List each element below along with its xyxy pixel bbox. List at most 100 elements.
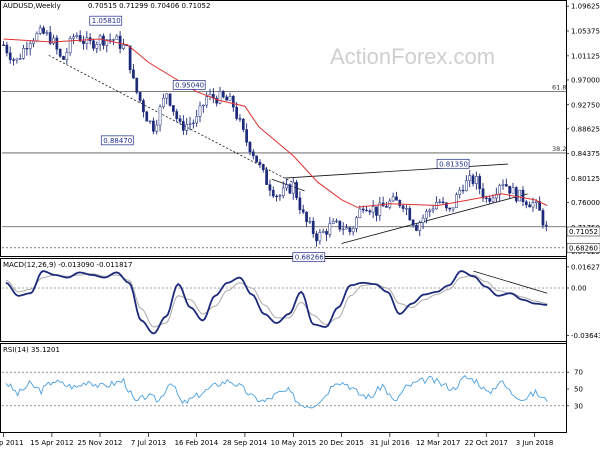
candle-body: [142, 100, 145, 113]
candle-body: [328, 223, 332, 235]
candle-body: [201, 104, 205, 107]
candle-body: [345, 227, 348, 230]
macd-trendline: [473, 270, 548, 294]
x-tick-label: 7 Jul 2013: [131, 439, 166, 447]
candle-body: [8, 52, 12, 60]
candle-body: [182, 121, 185, 131]
macd-tick-label: 0.00: [571, 285, 587, 293]
candle-body: [158, 106, 162, 126]
candle-body: [188, 123, 192, 125]
candle-body: [48, 32, 52, 44]
trendline: [341, 193, 528, 244]
candle-body: [311, 221, 315, 235]
candle-body: [2, 44, 5, 46]
candle-body: [341, 228, 345, 231]
candle-body: [245, 129, 248, 143]
candle-body: [5, 44, 9, 54]
candle-body: [544, 224, 548, 227]
candle-body: [135, 77, 139, 93]
price-mark-box: [172, 80, 206, 90]
candle-body: [172, 105, 175, 112]
candle-body: [198, 105, 202, 117]
x-tick-label: 20 Dec 2015: [319, 439, 364, 447]
candle-body: [511, 187, 515, 194]
candle-body: [295, 182, 298, 199]
candle-body: [98, 35, 102, 45]
macd-signal-line: [5, 273, 548, 328]
candle-body: [325, 231, 328, 235]
candle-body: [508, 185, 512, 194]
candle-body: [28, 43, 32, 50]
candle-body: [445, 202, 448, 209]
macd-panel-frame: [0, 258, 567, 342]
candle-body: [315, 233, 318, 242]
candle-body: [168, 93, 172, 106]
candle-body: [491, 197, 495, 202]
candle-body: [415, 224, 418, 231]
candle-body: [411, 219, 415, 226]
candle-body: [152, 120, 155, 132]
rsi-tick-label: 70: [574, 369, 583, 377]
candle-body: [421, 217, 425, 223]
price-mark-box: [89, 15, 123, 26]
candle-body: [281, 187, 285, 196]
candle-body: [321, 231, 325, 233]
candle-body: [258, 161, 262, 165]
x-tick-label: 22 Oct 2017: [465, 439, 508, 447]
candle-body: [128, 45, 132, 71]
candle-body: [261, 164, 265, 170]
price-panel-title: AUDUSD,Weekly: [3, 2, 61, 10]
candle-body: [218, 91, 222, 104]
candle-body: [471, 175, 475, 184]
candle-body: [524, 201, 528, 206]
candle-body: [65, 52, 69, 60]
candle-body: [398, 200, 402, 207]
candle-body: [378, 202, 382, 216]
price-mark-box: [436, 158, 470, 169]
candle-body: [501, 184, 505, 186]
candle-body: [231, 96, 235, 108]
sma-line: [3, 38, 548, 208]
candle-body: [105, 39, 109, 46]
price-tick-label: 1.01125: [571, 52, 600, 60]
candle-body: [335, 220, 338, 223]
price-mark-box: [100, 135, 134, 146]
candle-body: [455, 194, 458, 208]
candle-body: [371, 206, 375, 213]
candle-body: [162, 97, 165, 107]
price-mark-label: 0.68266: [295, 254, 324, 262]
candle-body: [385, 205, 388, 208]
candle-body: [278, 195, 282, 197]
candle-body: [534, 201, 538, 203]
candle-body: [348, 227, 352, 233]
x-tick-label: 16 Feb 2014: [175, 439, 219, 447]
candle-body: [481, 188, 485, 199]
rsi-tick-label: 50: [574, 386, 583, 394]
candle-body: [368, 210, 372, 213]
candle-body: [195, 116, 199, 124]
x-tick-label: 15 Apr 2012: [30, 439, 73, 447]
candle-body: [408, 208, 412, 221]
candle-body: [291, 182, 295, 194]
price-tick-label: 1.09625: [571, 3, 600, 11]
candle-body: [431, 208, 435, 211]
price-mark-label: 0.88470: [103, 137, 132, 145]
candle-body: [438, 201, 442, 203]
candle-body: [112, 39, 115, 41]
candle-body: [331, 221, 335, 224]
candle-body: [461, 189, 465, 192]
candle-body: [504, 184, 508, 187]
candle-body: [38, 27, 42, 34]
candle-body: [308, 221, 312, 223]
candle-body: [12, 59, 15, 61]
candle-body: [118, 35, 122, 49]
candle-body: [35, 33, 39, 42]
candle-body: [175, 111, 179, 119]
price-tick-label: 0.97000: [571, 76, 600, 84]
rsi-panel-title: RSI(14) 35.1201: [3, 346, 60, 354]
candle-body: [238, 118, 242, 120]
candle-body: [248, 141, 252, 153]
candle-body: [72, 36, 75, 39]
candle-body: [32, 40, 35, 44]
